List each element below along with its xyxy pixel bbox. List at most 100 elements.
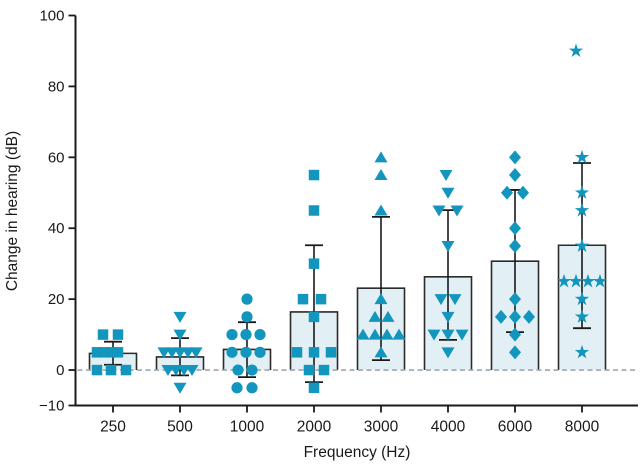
data-point-250-8: [120, 364, 132, 376]
data-point-8000-2: [574, 185, 590, 199]
data-point-6000-6: [509, 292, 521, 307]
x-tick-label-1000: 1000: [230, 419, 265, 436]
data-point-8000-5: [556, 273, 572, 288]
data-point-8000-10: [574, 309, 590, 323]
y-tick-label--10: −10: [39, 398, 64, 415]
data-point-1000-7: [254, 346, 266, 358]
data-point-6000-9: [523, 309, 535, 324]
data-point-4000-11: [441, 347, 455, 359]
data-point-8000-8: [592, 273, 608, 288]
data-point-250-5: [112, 347, 124, 358]
data-point-3000-5: [381, 310, 395, 322]
data-point-250-4: [105, 347, 117, 358]
y-tick-label-60: 60: [48, 149, 65, 166]
data-point-8000-3: [574, 203, 590, 217]
data-point-1000-5: [226, 346, 238, 358]
data-point-2000-6: [291, 347, 303, 358]
data-point-6000-10: [509, 327, 521, 342]
x-tick-label-8000: 8000: [565, 419, 600, 436]
data-point-3000-2: [374, 204, 388, 216]
data-point-4000-4: [441, 240, 455, 252]
x-tick-label-2000: 2000: [297, 419, 332, 436]
data-point-4000-5: [434, 294, 448, 306]
data-point-2000-11: [308, 382, 320, 394]
data-point-4000-9: [441, 329, 455, 341]
data-point-6000-1: [509, 168, 521, 183]
data-point-1000-11: [246, 382, 258, 394]
data-point-8000-7: [580, 273, 596, 288]
data-point-6000-0: [509, 150, 521, 165]
data-point-8000-0: [568, 43, 584, 58]
data-point-1000-0: [241, 293, 253, 305]
data-point-6000-5: [509, 238, 521, 253]
data-point-3000-6: [356, 328, 370, 340]
data-point-1000-2: [226, 328, 238, 341]
data-point-250-0: [97, 329, 109, 340]
data-point-3000-9: [392, 328, 406, 340]
data-point-3000-4: [368, 310, 382, 322]
data-point-4000-1: [441, 187, 455, 199]
data-point-1000-9: [246, 364, 258, 376]
data-point-500-1: [173, 329, 187, 341]
data-point-6000-2: [501, 185, 513, 200]
data-point-4000-2: [432, 205, 446, 217]
y-tick-label-80: 80: [48, 78, 65, 95]
x-tick-label-250: 250: [100, 419, 126, 436]
y-tick-label-40: 40: [48, 220, 65, 237]
data-point-2000-7: [308, 347, 320, 358]
data-point-2000-4: [315, 293, 327, 305]
data-point-4000-6: [448, 294, 462, 306]
data-point-1000-10: [231, 382, 243, 394]
data-point-250-1: [112, 329, 124, 340]
data-point-500-10: [185, 365, 199, 377]
data-point-6000-4: [509, 221, 521, 236]
x-axis-title: Frequency (Hz): [304, 444, 411, 461]
data-point-1000-3: [240, 328, 252, 341]
data-point-3000-7: [368, 328, 382, 340]
data-point-500-0: [173, 311, 187, 323]
x-tick-label-6000: 6000: [498, 419, 533, 436]
data-point-4000-3: [450, 205, 464, 217]
y-axis-title: Change in hearing (dB): [4, 131, 21, 291]
data-point-2000-3: [297, 293, 309, 305]
data-point-2000-1: [308, 205, 320, 216]
data-point-8000-6: [568, 273, 584, 288]
data-point-250-3: [98, 347, 110, 358]
data-point-1000-1: [241, 311, 253, 323]
data-point-2000-5: [308, 311, 320, 323]
y-tick-label-100: 100: [39, 7, 64, 24]
data-point-6000-11: [509, 345, 521, 360]
data-point-2000-10: [318, 364, 330, 376]
data-point-500-11: [173, 382, 187, 394]
data-point-2000-9: [303, 364, 315, 376]
data-point-2000-2: [308, 258, 320, 269]
data-point-1000-8: [232, 364, 244, 376]
data-point-3000-10: [374, 346, 388, 358]
data-point-3000-0: [374, 151, 388, 163]
data-point-6000-3: [517, 185, 529, 200]
data-point-2000-0: [308, 169, 320, 181]
y-tick-label-0: 0: [56, 362, 64, 379]
data-point-3000-3: [374, 293, 388, 305]
data-point-6000-7: [495, 309, 507, 324]
data-point-1000-4: [254, 328, 266, 341]
data-point-8000-4: [574, 238, 590, 253]
data-point-250-2: [91, 347, 103, 358]
data-point-4000-0: [439, 170, 453, 182]
data-point-8000-1: [574, 149, 590, 164]
data-point-3000-8: [380, 328, 394, 340]
data-point-250-6: [91, 364, 103, 376]
data-point-3000-1: [374, 169, 388, 181]
data-point-250-7: [105, 364, 117, 376]
data-point-4000-8: [427, 329, 441, 341]
data-point-4000-7: [441, 311, 455, 323]
x-tick-label-4000: 4000: [431, 419, 466, 436]
data-point-4000-10: [455, 329, 469, 341]
data-point-1000-6: [240, 346, 252, 358]
x-tick-label-3000: 3000: [364, 419, 399, 436]
y-tick-label-20: 20: [48, 291, 65, 308]
data-point-8000-11: [574, 344, 590, 359]
x-tick-label-500: 500: [167, 419, 193, 436]
